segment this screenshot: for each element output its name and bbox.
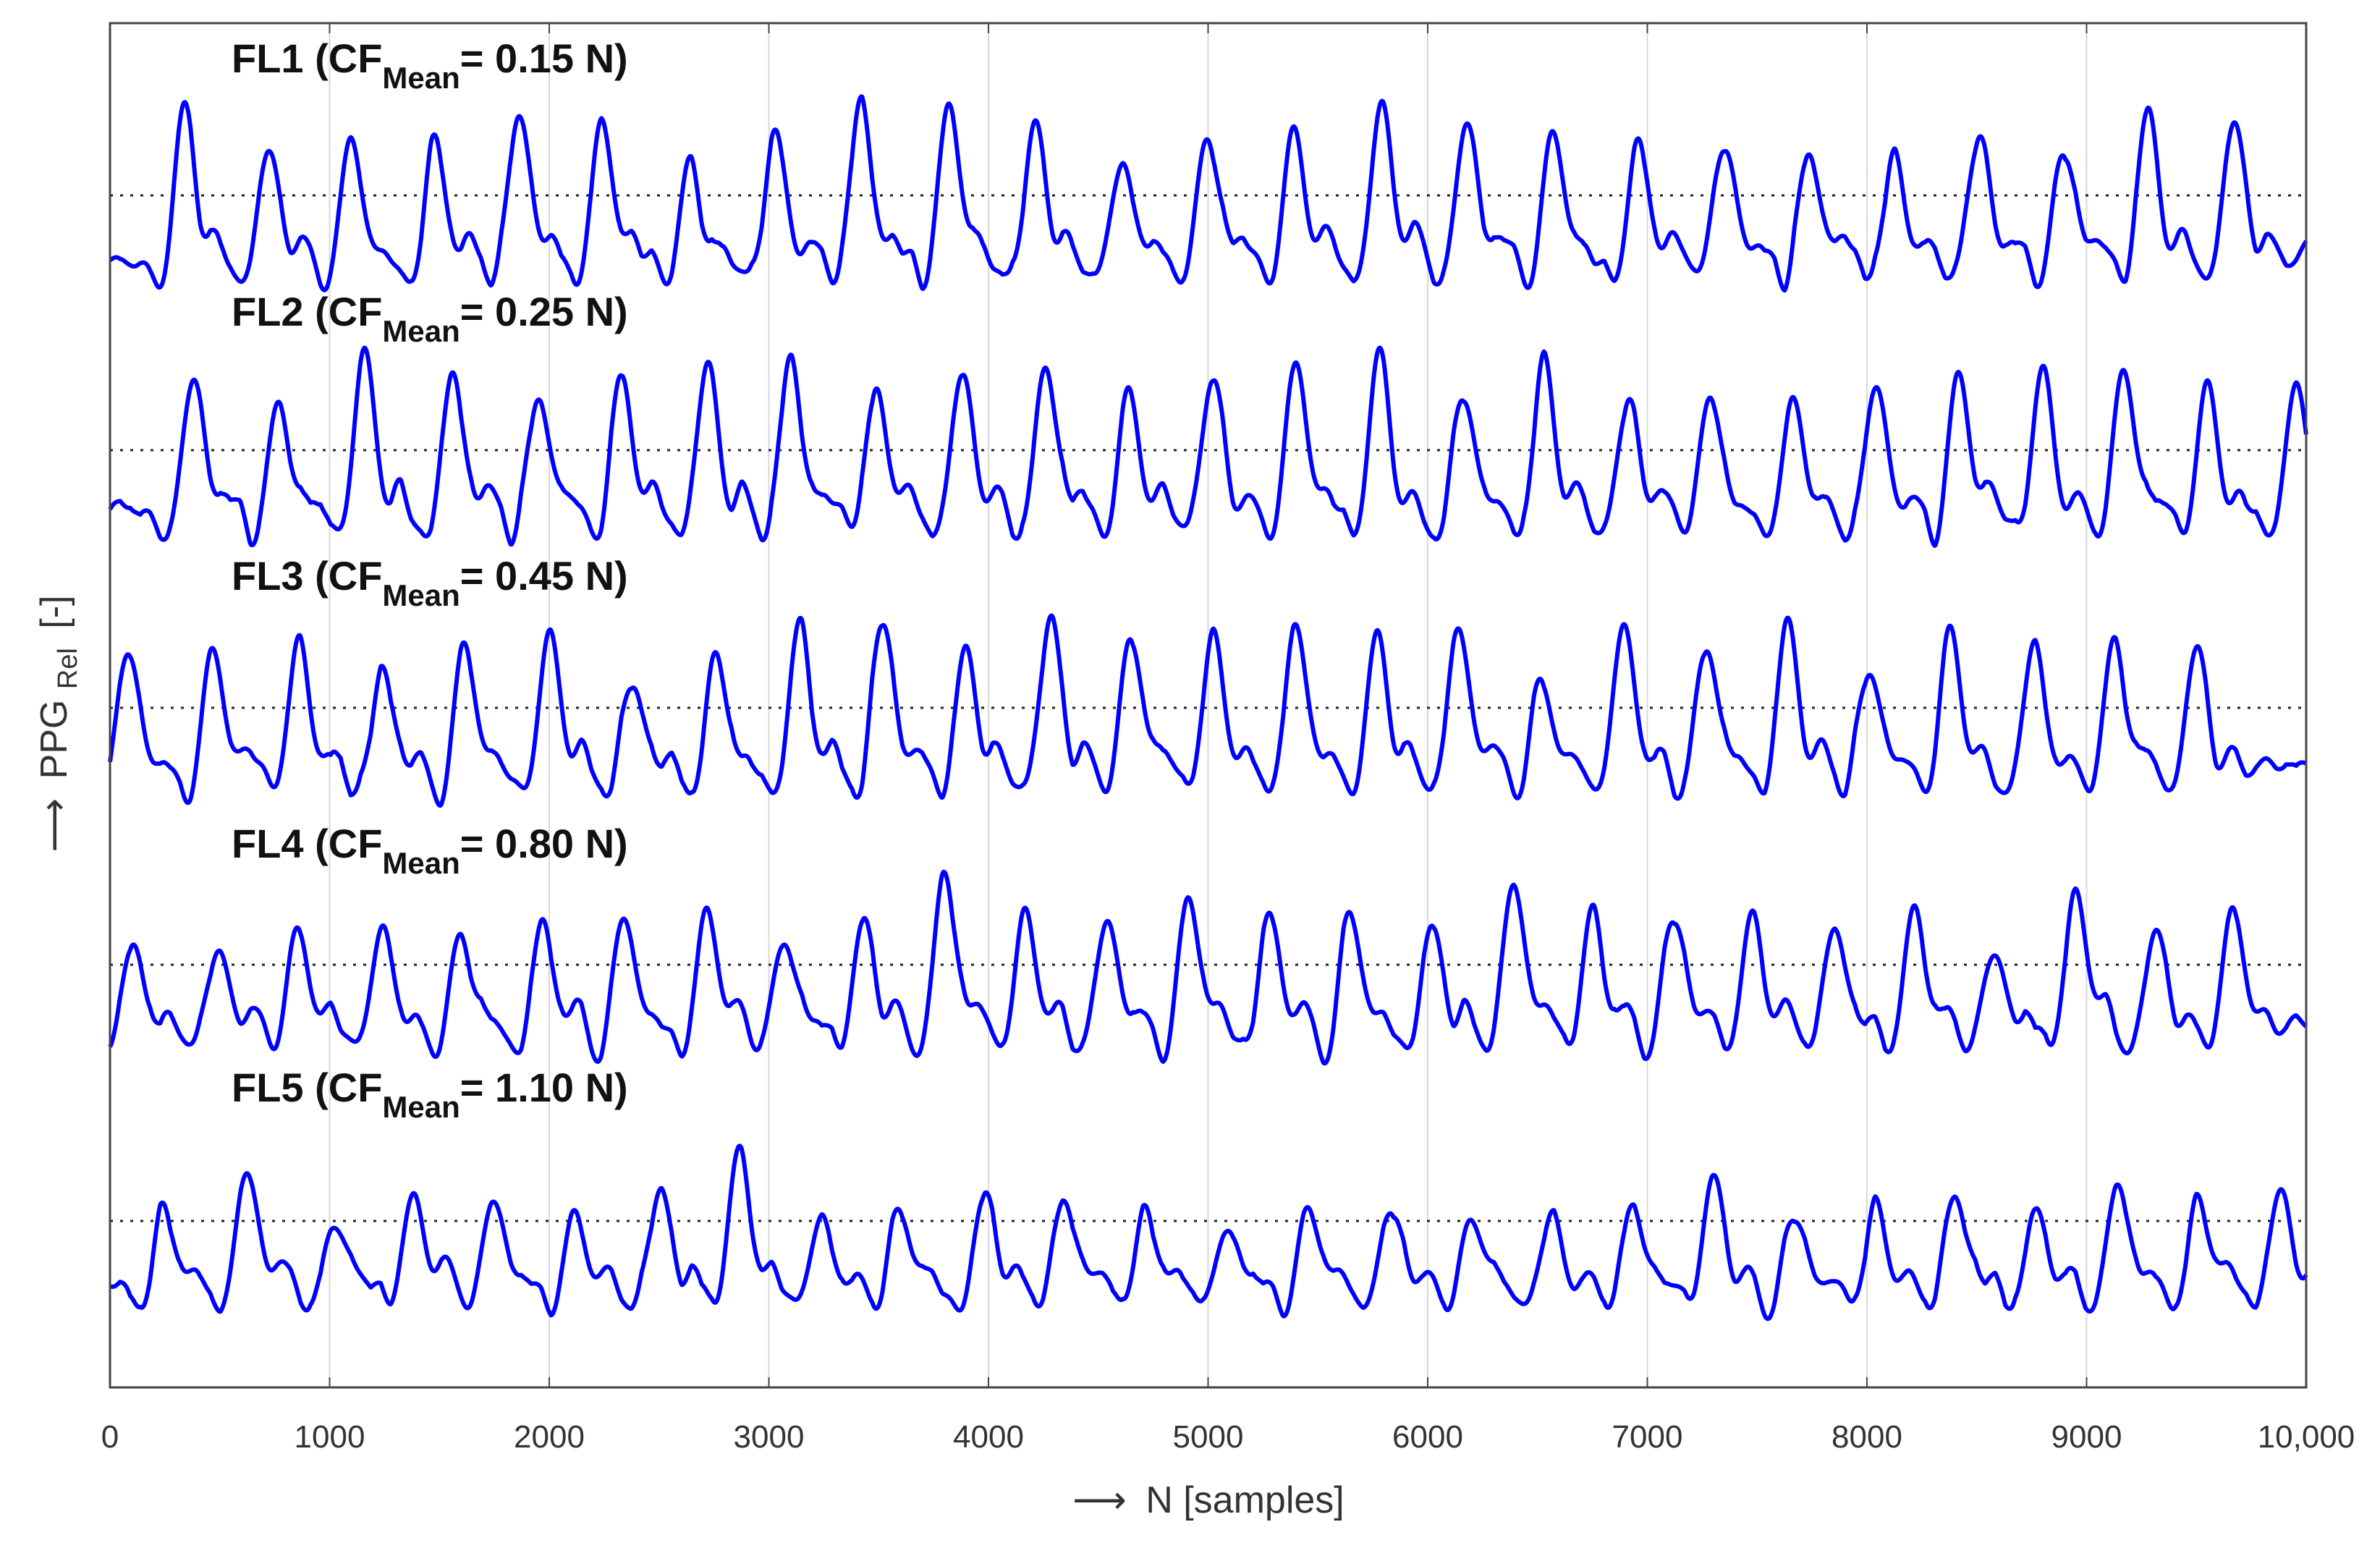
series-label: FL3 (CFMean= 0.45 N): [232, 553, 628, 612]
series-label-prefix: FL3 (CF: [232, 553, 382, 599]
series-labels: FL1 (CFMean= 0.15 N)FL2 (CFMean= 0.25 N)…: [232, 35, 628, 1124]
x-tick-label: 4000: [953, 1419, 1024, 1455]
series-label: FL1 (CFMean= 0.15 N): [232, 35, 628, 95]
x-tick-label: 8000: [1831, 1419, 1902, 1455]
series-label-prefix: FL5 (CF: [232, 1065, 382, 1110]
y-axis-title: PPG: [33, 700, 75, 779]
series-label-suffix: = 0.25 N): [460, 289, 628, 334]
x-tick-label: 9000: [2051, 1419, 2122, 1455]
series-line: [109, 94, 2308, 293]
series-label-suffix: = 1.10 N): [460, 1065, 628, 1110]
series-label: FL2 (CFMean= 0.25 N): [232, 289, 628, 348]
series-label-subscript: Mean: [382, 314, 460, 348]
y-axis-arrow: ⟶: [33, 798, 75, 853]
series-label-suffix: = 0.45 N): [460, 553, 628, 599]
x-tick-label: 2000: [514, 1419, 585, 1455]
series-label-suffix: = 0.15 N): [460, 35, 628, 81]
series-label: FL4 (CFMean= 0.80 N): [232, 821, 628, 880]
series-label-prefix: FL4 (CF: [232, 821, 382, 866]
x-axis-title: N [samples]: [1145, 1479, 1344, 1521]
y-axis-subscript: Rel: [53, 648, 83, 689]
x-tick-label: 3000: [734, 1419, 805, 1455]
x-tick-label: 0: [101, 1419, 119, 1455]
series-label-subscript: Mean: [382, 1090, 460, 1124]
series-label-prefix: FL2 (CF: [232, 289, 382, 334]
series-line: [108, 613, 2308, 808]
y-axis-unit: [-]: [33, 596, 75, 629]
x-tick-label: 7000: [1612, 1419, 1683, 1455]
y-axis-label: ⟶ PPG Rel [-]: [33, 596, 85, 853]
series-label-subscript: Mean: [382, 578, 460, 612]
x-axis-ticks: 0 1000 2000 3000 4000 5000 6000 7000 8000 9000 10,…: [101, 23, 2355, 1455]
x-axis-label: ⟶ N [samples]: [1072, 1479, 1344, 1521]
series-line: [108, 869, 2308, 1066]
x-tick-label: 6000: [1392, 1419, 1463, 1455]
series-line: [108, 345, 2308, 548]
series-line: [109, 1143, 2308, 1322]
series-label: FL5 (CFMean= 1.10 N): [232, 1065, 628, 1124]
series-label-subscript: Mean: [382, 846, 460, 880]
x-tick-label: 10,000: [2258, 1419, 2355, 1455]
series-label-suffix: = 0.80 N): [460, 821, 628, 866]
x-tick-label: 5000: [1173, 1419, 1244, 1455]
x-axis-arrow: ⟶: [1072, 1479, 1127, 1521]
x-tick-label: 1000: [295, 1419, 365, 1455]
series-label-prefix: FL1 (CF: [232, 35, 382, 81]
series-lines: [108, 94, 2308, 1322]
series-label-subscript: Mean: [382, 61, 460, 95]
